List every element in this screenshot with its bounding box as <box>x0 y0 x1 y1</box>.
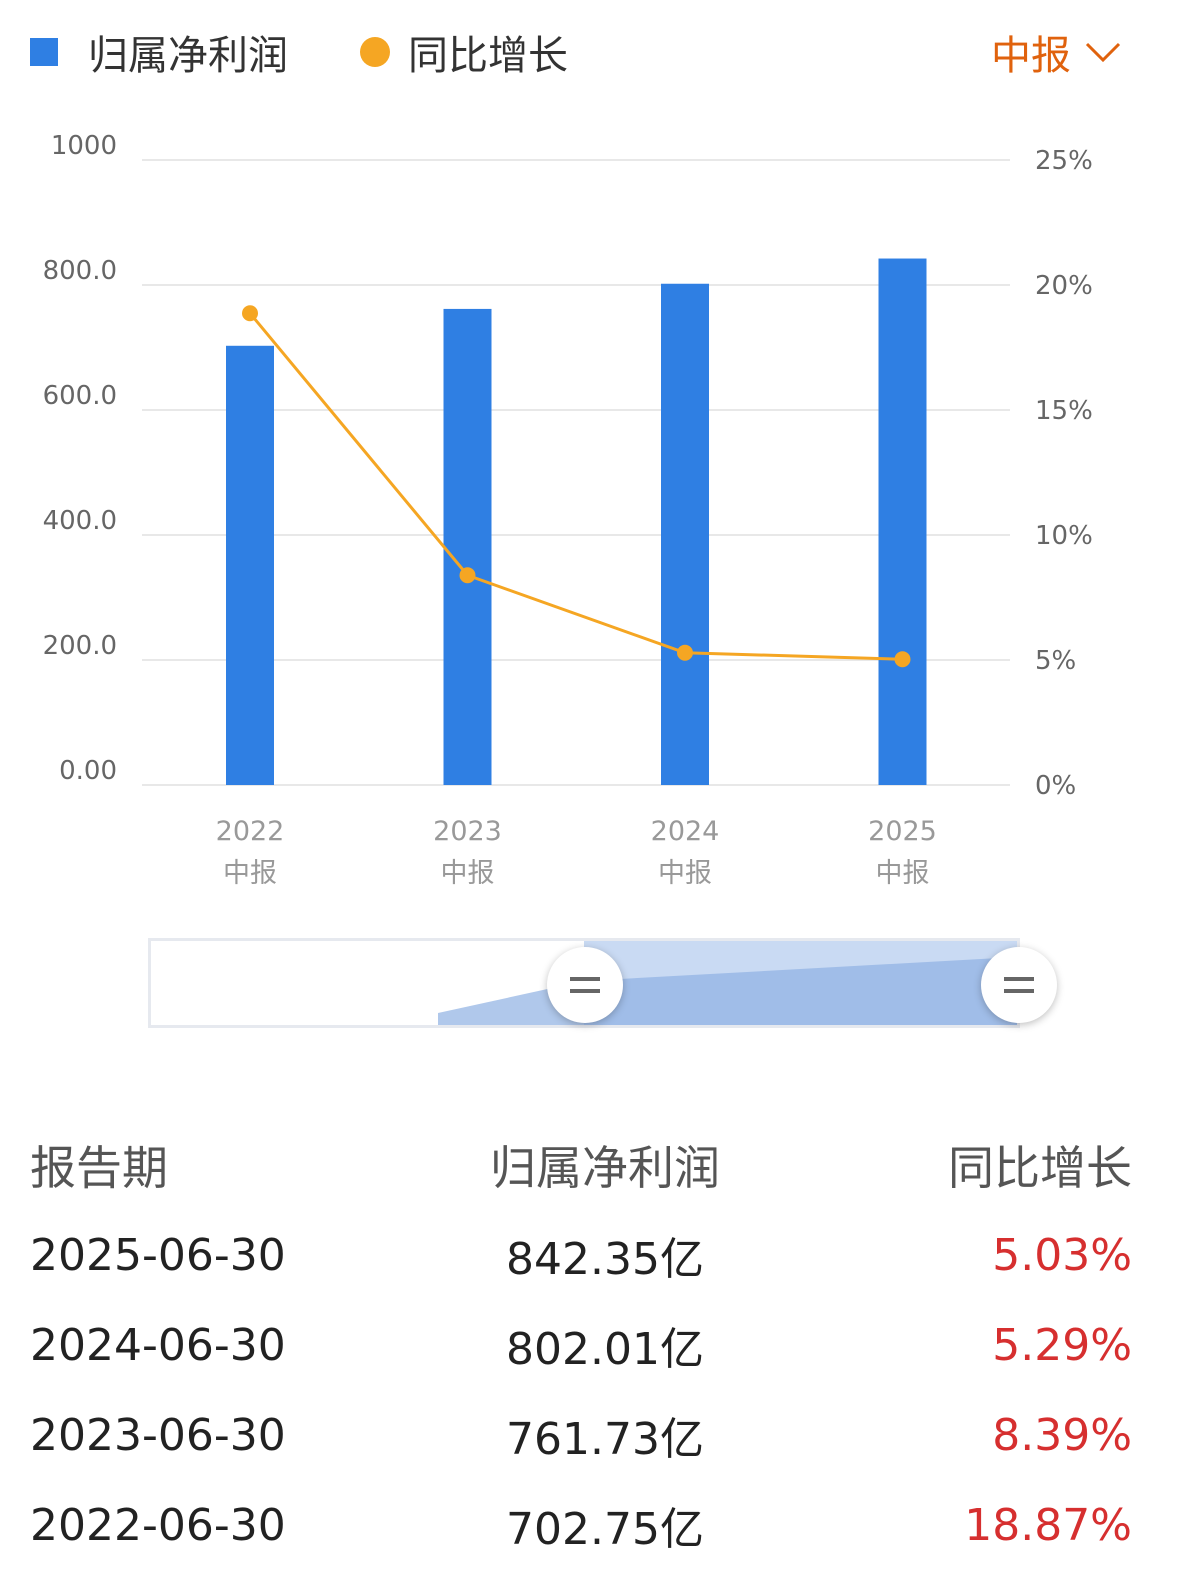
row-growth: 5.29% <box>992 1319 1132 1371</box>
row-growth: 8.39% <box>992 1409 1132 1461</box>
y-right-tick-label: 15% <box>1035 396 1093 426</box>
y-right-tick-label: 25% <box>1035 146 1093 176</box>
x-tick-sublabel: 中报 <box>658 858 712 889</box>
legend-swatch-growth <box>360 37 390 67</box>
drag-handle-icon <box>1004 974 1034 996</box>
growth-point <box>459 567 476 584</box>
range-slider[interactable] <box>148 938 1057 1028</box>
row-period: 2025-06-30 <box>30 1229 286 1281</box>
growth-point <box>242 305 258 322</box>
data-table: 报告期 归属净利润 同比增长 2025-06-30 842.35亿 5.03% … <box>30 1120 1132 1570</box>
table-row: 2025-06-30 842.35亿 5.03% <box>30 1210 1132 1300</box>
period-selector-label: 中报 <box>991 33 1071 79</box>
header-period: 报告期 <box>30 1141 168 1195</box>
y-left-tick-label: 800.0 <box>43 256 117 286</box>
y-right-tick-label: 5% <box>1035 646 1076 676</box>
growth-point <box>677 644 693 661</box>
x-tick-label: 2023 <box>433 816 502 847</box>
y-right-tick-label: 20% <box>1035 271 1093 301</box>
chart-legend: 归属净利润 同比增长 <box>30 22 640 82</box>
header-profit: 归属净利润 <box>490 1141 720 1195</box>
x-tick-label: 2024 <box>651 816 720 847</box>
header-growth: 同比增长 <box>948 1141 1132 1195</box>
growth-line <box>248 312 903 661</box>
x-tick-sublabel: 中报 <box>876 858 930 889</box>
row-profit: 842.35亿 <box>506 1234 704 1285</box>
x-tick-sublabel: 中报 <box>441 858 495 889</box>
x-tick-label: 2025 <box>868 816 937 847</box>
row-profit: 761.73亿 <box>506 1414 704 1465</box>
row-period: 2024-06-30 <box>30 1319 286 1371</box>
table-row: 2022-06-30 702.75亿 18.87% <box>30 1480 1132 1570</box>
y-left-tick-label: 600.0 <box>43 381 117 411</box>
range-slider-end-handle[interactable] <box>981 947 1057 1023</box>
legend-label-profit: 归属净利润 <box>88 33 288 79</box>
range-slider-start-handle[interactable] <box>547 947 623 1023</box>
bar <box>661 283 709 785</box>
table-row: 2024-06-30 802.01亿 5.29% <box>30 1300 1132 1390</box>
profit-growth-chart: 1000 25% 800.0 20% 600.0 15% 400.0 10% 200.0 5% 0.… <box>43 131 1093 889</box>
bar <box>878 258 927 785</box>
x-tick-sublabel: 中报 <box>223 858 277 889</box>
growth-point <box>894 651 911 668</box>
legend-item-profit[interactable]: 归属净利润 <box>30 23 288 81</box>
legend-item-growth[interactable]: 同比增长 <box>360 23 568 81</box>
legend-swatch-profit <box>30 38 58 66</box>
row-growth: 5.03% <box>992 1229 1132 1281</box>
y-right-tick-label: 0% <box>1035 771 1076 801</box>
table-header: 报告期 归属净利润 同比增长 <box>30 1120 1132 1210</box>
y-left-tick-label: 400.0 <box>43 506 117 536</box>
y-left-tick-label: 200.0 <box>43 631 117 661</box>
bar <box>226 345 274 785</box>
row-period: 2022-06-30 <box>30 1499 286 1551</box>
y-right-tick-label: 10% <box>1035 521 1093 551</box>
table-row: 2023-06-30 761.73亿 8.39% <box>30 1390 1132 1480</box>
row-profit: 802.01亿 <box>506 1324 704 1375</box>
bar <box>443 308 492 785</box>
y-left-tick-label: 0.00 <box>59 756 117 786</box>
x-tick-label: 2022 <box>216 816 285 847</box>
chevron-down-icon <box>1085 42 1121 63</box>
drag-handle-icon <box>570 974 600 996</box>
row-period: 2023-06-30 <box>30 1409 286 1461</box>
y-left-tick-label: 1000 <box>51 131 117 161</box>
row-growth: 18.87% <box>964 1499 1132 1551</box>
period-selector[interactable]: 中报 <box>991 22 1121 82</box>
legend-label-growth: 同比增长 <box>408 33 568 79</box>
row-profit: 702.75亿 <box>506 1504 704 1555</box>
